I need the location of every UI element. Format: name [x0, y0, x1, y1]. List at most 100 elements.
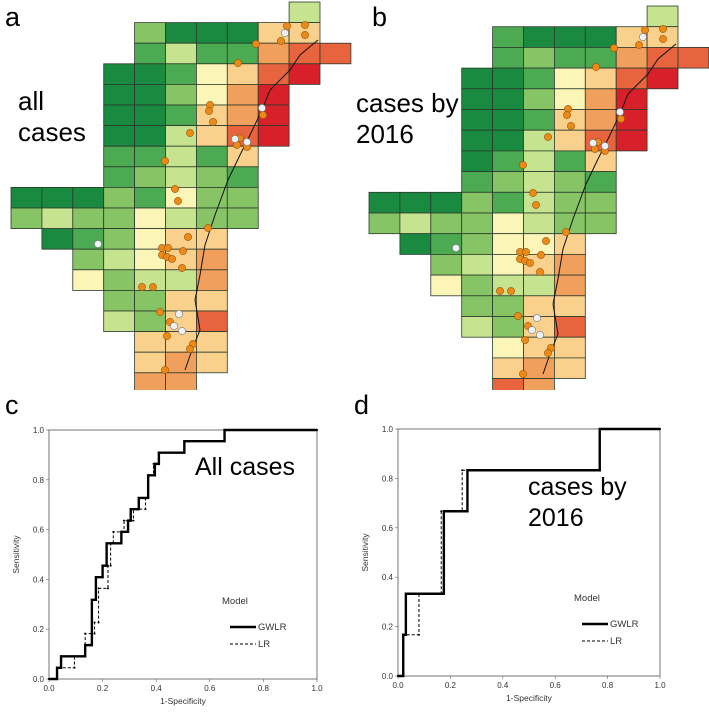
case-marker-orange: [161, 157, 169, 165]
roc-point-lr: [73, 655, 76, 658]
roc-point-lr: [402, 675, 405, 677]
legend-label-gwlr: GWLR: [258, 622, 287, 633]
roc-point-gwlr: [94, 598, 97, 601]
x-tick-label: 1.0: [654, 681, 666, 690]
map-b: [368, 5, 709, 390]
case-marker-orange: [186, 345, 194, 353]
map-grid-cell: [288, 63, 321, 85]
roc-point-lr: [183, 451, 186, 454]
case-marker-orange: [544, 133, 552, 141]
map-grid-cell: [584, 212, 617, 235]
map-grid-cell: [523, 378, 555, 390]
y-tick-label: 0.4: [33, 575, 45, 584]
coastline: [542, 43, 677, 375]
roc-point-gwlr: [101, 576, 104, 579]
roc-point-lr: [223, 440, 226, 443]
x-tick-label: 0.8: [258, 684, 270, 693]
map-b-caption-line-1: cases by: [356, 88, 459, 118]
roc-point-lr: [84, 655, 87, 658]
y-axis-title: Sensitivity: [11, 535, 21, 574]
y-tick-label: 0.6: [382, 524, 394, 533]
roc-point-lr: [109, 542, 112, 545]
x-tick-label: 0.0: [392, 681, 404, 690]
case-marker-orange: [178, 264, 186, 272]
x-tick-label: 1.0: [311, 684, 323, 693]
roc-point-lr: [132, 508, 135, 511]
x-tick-label: 0.8: [602, 681, 614, 690]
map-a-caption: all cases: [18, 86, 86, 148]
roc-point-lr: [144, 508, 147, 511]
legend-title: Model: [222, 596, 248, 607]
roc-point-gwlr: [90, 598, 93, 601]
roc-point-lr: [106, 564, 109, 567]
roc-point-gwlr: [120, 542, 123, 545]
case-marker-orange: [641, 26, 649, 34]
x-tick-label: 0.2: [97, 684, 109, 693]
case-marker-orange: [592, 63, 600, 71]
case-marker-white: [528, 326, 536, 334]
case-marker-orange: [209, 118, 217, 126]
case-marker-orange: [163, 332, 171, 340]
roc-point-lr: [112, 542, 115, 545]
y-tick-label: 0.2: [33, 625, 45, 634]
roc-point-lr: [417, 633, 420, 636]
case-marker-orange: [164, 244, 172, 252]
case-marker-orange: [610, 44, 618, 52]
map-grid-cell: [554, 357, 586, 379]
roc-point-gwlr: [90, 644, 93, 647]
case-marker-orange: [635, 41, 643, 49]
roc-point-lr: [157, 451, 160, 454]
map-b-caption: cases by 2016: [356, 88, 459, 150]
case-marker-white: [175, 310, 183, 318]
legend-label-lr: LR: [610, 636, 622, 647]
roc-point-lr: [183, 440, 186, 443]
case-marker-orange: [507, 287, 515, 295]
roc-point-lr: [147, 496, 150, 499]
case-marker-orange: [168, 255, 176, 263]
roc-point-lr: [73, 666, 76, 669]
coastline: [184, 39, 319, 371]
case-marker-orange: [522, 248, 530, 256]
roc-point-gwlr: [101, 564, 104, 567]
legend-label-gwlr: GWLR: [610, 619, 639, 630]
case-marker-white: [589, 139, 597, 147]
chart-annotation: cases by: [528, 473, 627, 501]
case-marker-orange: [544, 349, 552, 357]
roc-point-gwlr: [404, 633, 407, 636]
roc-point-lr: [97, 621, 100, 624]
case-marker-orange: [161, 366, 169, 374]
y-tick-label: 0.2: [382, 623, 394, 632]
roc-point-gwlr: [442, 592, 445, 595]
case-marker-orange: [171, 185, 179, 193]
roc-point-lr: [397, 675, 399, 677]
map-grid-cell: [257, 125, 290, 147]
y-tick-label: 1.0: [33, 426, 45, 435]
case-marker-orange: [204, 224, 212, 232]
case-marker-white: [170, 322, 178, 330]
case-marker-orange: [537, 251, 545, 259]
case-marker-orange: [277, 37, 285, 45]
roc-point-lr: [123, 530, 126, 533]
roc-point-lr: [461, 469, 464, 472]
map-a-caption-line-1: all: [18, 86, 45, 116]
case-marker-orange: [184, 233, 192, 241]
roc-point-lr: [106, 587, 109, 590]
roc-point-lr: [123, 519, 126, 522]
case-marker-white: [601, 142, 609, 150]
legend-label-lr: LR: [258, 639, 270, 650]
roc-point-lr: [93, 621, 96, 624]
y-tick-label: 0.8: [382, 474, 394, 483]
case-marker-orange: [283, 22, 291, 30]
roc-point-lr: [152, 462, 155, 465]
map-grid-cell: [195, 351, 228, 374]
panel-letter-a: a: [5, 2, 21, 32]
case-marker-orange: [234, 59, 242, 67]
x-tick-label: 0.6: [204, 684, 216, 693]
y-tick-label: 0.0: [382, 672, 394, 681]
case-marker-white: [258, 104, 266, 112]
roc-point-lr: [440, 592, 443, 595]
roc-point-lr: [417, 592, 420, 595]
x-tick-label: 0.6: [550, 681, 562, 690]
